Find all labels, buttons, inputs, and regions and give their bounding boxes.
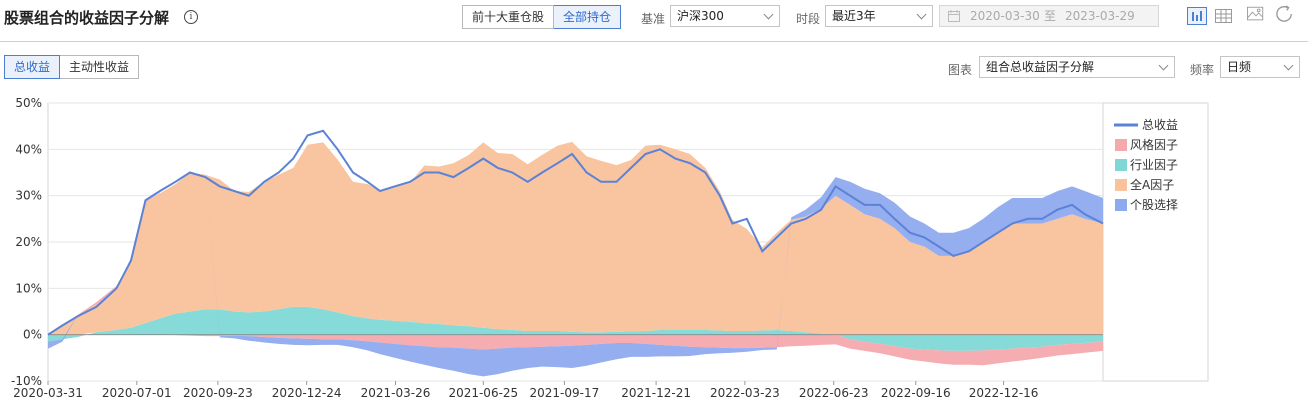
legend-swatch (1115, 139, 1127, 151)
x-tick-label: 2020-12-24 (272, 386, 342, 400)
date-separator: 至 (1044, 9, 1057, 23)
benchmark-label: 基准 (641, 12, 666, 26)
holding-scope-toggle: 前十大重仓股 全部持仓 (462, 5, 622, 29)
x-tick-label: 2021-03-26 (361, 386, 431, 400)
x-tick-label: 2021-09-17 (530, 386, 600, 400)
calendar-icon (948, 10, 960, 22)
y-tick-label: 50% (15, 96, 42, 110)
tab-all-holdings[interactable]: 全部持仓 (554, 5, 622, 29)
legend-label: 个股选择 (1130, 198, 1178, 212)
chart-type-label: 图表 (948, 63, 973, 77)
chevron-down-icon (1283, 60, 1294, 71)
y-tick-label: 0% (23, 328, 42, 342)
y-tick-label: 10% (15, 281, 42, 295)
total-return-line (47, 129, 1104, 336)
return-type-toggle: 总收益 主动性收益 (4, 55, 140, 79)
x-tick-label: 2022-06-23 (799, 386, 869, 400)
area-series-1 (48, 306, 1103, 351)
chart-type-select[interactable]: 组合总收益因子分解 (979, 56, 1175, 78)
legend-label: 全A因子 (1130, 177, 1174, 192)
benchmark-select[interactable]: 沪深300 (670, 5, 780, 27)
legend-label: 风格因子 (1130, 137, 1178, 152)
page-title: 股票组合的收益因子分解 (4, 9, 170, 27)
x-tick-label: 2021-06-25 (448, 386, 518, 400)
y-tick-label: 40% (15, 142, 42, 156)
period-label: 时段 (796, 12, 821, 26)
chevron-down-icon (916, 9, 927, 20)
refresh-icon[interactable] (1275, 5, 1295, 23)
x-tick-label: 2020-03-31 (13, 386, 83, 400)
legend-swatch (1115, 159, 1127, 171)
info-icon[interactable]: i (184, 10, 198, 24)
tab-total-return[interactable]: 总收益 (4, 55, 61, 79)
y-tick-label: -10% (11, 374, 42, 388)
area-series-2 (48, 141, 1103, 335)
frequency-label: 频率 (1190, 63, 1215, 77)
period-value: 最近3年 (832, 9, 876, 23)
image-download-icon[interactable] (1246, 5, 1266, 23)
table-icon[interactable] (1214, 7, 1234, 25)
x-tick-label: 2022-09-16 (881, 386, 951, 400)
chevron-down-icon (1158, 60, 1169, 71)
tab-top10-holdings[interactable]: 前十大重仓股 (462, 5, 555, 29)
y-tick-label: 30% (15, 189, 42, 203)
legend-swatch (1115, 179, 1127, 191)
legend-label: 总收益 (1142, 118, 1178, 132)
benchmark-value: 沪深300 (677, 9, 724, 23)
x-tick-label: 2020-09-23 (183, 386, 253, 400)
x-tick-label: 2020-07-01 (102, 386, 172, 400)
frequency-value: 日频 (1227, 60, 1252, 74)
legend-label: 行业因子 (1130, 158, 1178, 172)
date-start: 2020-03-30 (970, 9, 1040, 23)
header-divider (0, 41, 1308, 42)
chart-type-value: 组合总收益因子分解 (986, 60, 1095, 74)
tab-active-return[interactable]: 主动性收益 (60, 55, 140, 79)
x-tick-label: 2021-12-21 (621, 386, 691, 400)
chevron-down-icon (763, 9, 774, 20)
date-range-picker[interactable]: 2020-03-30 至 2023-03-29 (939, 5, 1159, 27)
period-select[interactable]: 最近3年 (825, 5, 933, 27)
date-end: 2023-03-29 (1065, 9, 1135, 23)
factor-decomposition-chart: 50% 40% 30% 20% 10% 0% -10%2020-03-31 2020-07-0… (11, 96, 1209, 400)
x-tick-label: 2022-03-23 (710, 386, 780, 400)
legend-swatch (1115, 199, 1127, 211)
bar-chart-icon[interactable] (1187, 7, 1207, 25)
frequency-select[interactable]: 日频 (1220, 56, 1300, 78)
y-tick-label: 20% (15, 235, 42, 249)
x-tick-label: 2022-12-16 (969, 386, 1039, 400)
